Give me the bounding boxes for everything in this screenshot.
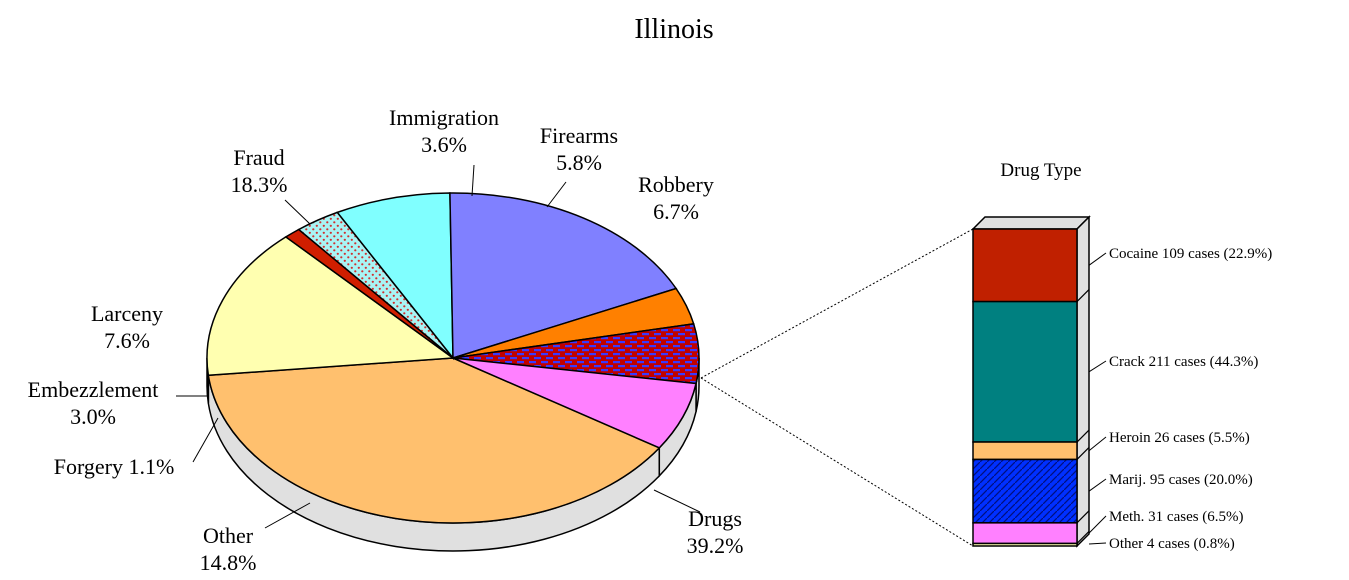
chart-title: Illinois [634,14,713,45]
pie-slice-fraud [449,192,678,360]
pie-label-name-immigration: Immigration [389,105,499,130]
pie-label-value-forgery: 1.1% [128,454,174,479]
leader-line-fraud [284,199,311,225]
breakdown-labels: Cocaine 109 cases (22.9%) Crack 211 cases… [1088,246,1272,552]
bar-label-other: Other 4 cases (0.8%) [1109,536,1235,552]
bar-segment-crack [972,300,1078,443]
bar-label-meth: Meth. 31 cases (6.5%) [1109,509,1244,525]
breakdown-connectors [700,228,974,547]
pie-label-value-drugs: 39.2% [687,533,744,558]
pie-slice-larceny [336,192,454,361]
bar-tick-marij [1088,478,1107,492]
bar-tick-other [1088,542,1107,545]
connector-bottom [700,377,974,547]
pie-label-value-fraud: 18.3% [231,172,288,197]
bar-segment-marij [972,458,1078,524]
bar-tick-crack [1088,360,1107,373]
bar-side-face [1076,215,1090,548]
pie-label-name-embezzlement: Embezzlement [28,377,159,402]
pie-label-value-firearms: 5.8% [556,150,602,175]
bar-side-divider-meth [1076,510,1090,524]
pie-label-value-other: 14.8% [200,550,257,575]
bar-top-face [971,216,1091,230]
pie-top [206,192,700,524]
pie-label-forgery: Forgery 1.1% [54,454,175,479]
bar-label-heroin: Heroin 26 cases (5.5%) [1109,430,1250,446]
pie-label-name-fraud: Fraud [233,145,284,170]
bar-segment-other [972,542,1078,547]
pie-label-value-larceny: 7.6% [104,328,150,353]
bar-segment-heroin [972,441,1078,461]
pie-label-name-larceny: Larceny [91,301,163,326]
pie-label-value-embezzlement: 3.0% [70,404,116,429]
leader-line-forgery [192,417,219,463]
leader-line-immigration [471,164,475,197]
bar-side-divider-heroin [1076,429,1090,443]
bar-tick-heroin [1088,436,1107,452]
leader-line-firearms [546,181,567,208]
pie-slice-other [206,236,456,377]
bar-side-divider-marij [1076,447,1090,460]
leader-line-other [264,502,311,529]
bar-tick-cocaine [1088,252,1107,266]
pie-label-value-immigration: 3.6% [421,132,467,157]
pie-label-name-robbery: Robbery [638,172,714,197]
pie-label-name-firearms: Firearms [540,123,618,148]
bar-label-marij: Marij. 95 cases (20.0%) [1109,472,1253,488]
bar-tick-meth [1088,515,1107,534]
bar-label-crack: Crack 211 cases (44.3%) [1109,354,1258,370]
bar-segment-cocaine [972,228,1078,303]
pie-label-name-drugs: Drugs [688,506,742,531]
bar-segment-meth [972,522,1078,545]
pie-label-value-robbery: 6.7% [653,199,699,224]
connector-top [700,228,974,379]
leader-line-drugs [653,489,701,513]
pie-slice-robbery [452,357,697,449]
breakdown-title: Drug Type [1000,160,1081,181]
breakdown-bar [971,215,1091,548]
bar-side-divider-crack [1076,289,1090,303]
pie-label-name-other: Other [203,523,254,548]
bar-label-cocaine: Cocaine 109 cases (22.9%) [1109,246,1272,262]
pie-label-name-forgery: Forgery [54,454,129,479]
bar-side-divider-other [1076,531,1090,544]
pie-leader-lines [176,164,701,529]
